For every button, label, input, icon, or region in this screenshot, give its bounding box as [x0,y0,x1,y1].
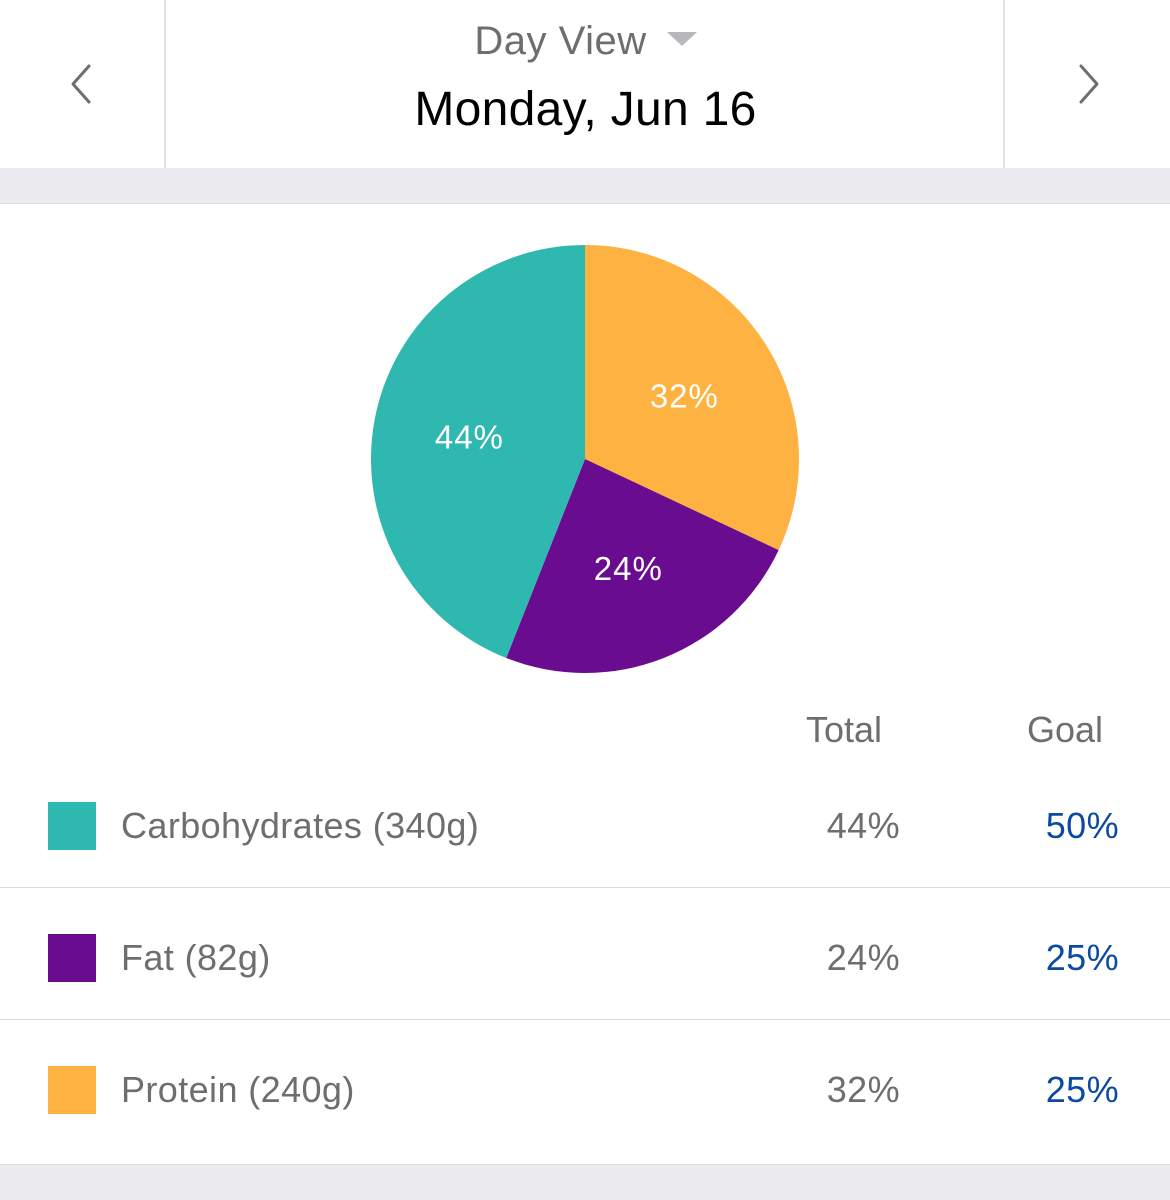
view-selector-dropdown[interactable]: Day View [168,16,1003,66]
previous-day-button[interactable] [0,0,166,168]
macro-pie-chart: 32% 24% 44% [0,204,1170,704]
pie-slice-carbohydrates [370,245,585,658]
date-title: Monday, Jun 16 [414,83,757,136]
chevron-right-icon [1079,64,1098,104]
macro-total: 24% [826,937,900,978]
caret-down-icon [666,32,697,46]
color-swatch-carbohydrates [48,802,96,850]
macro-goal[interactable]: 50% [1045,805,1119,846]
macro-row-fat: Fat (82g) 24% 25% [0,888,1170,1020]
macro-total: 44% [826,805,900,846]
next-day-button[interactable] [1003,0,1170,168]
macro-goal[interactable]: 25% [1045,1069,1119,1110]
pie-label-fat: 24% [594,550,663,587]
macro-label: Protein (240g) [121,1069,355,1110]
macro-row-carbohydrates: Carbohydrates (340g) 44% 50% [0,756,1170,888]
pie-label-carbohydrates: 44% [435,418,504,455]
color-swatch-protein [48,1066,96,1114]
macro-goal[interactable]: 25% [1045,937,1119,978]
column-header-total: Total [806,709,883,750]
color-swatch-fat [48,934,96,982]
pie-slice-protein [585,245,799,551]
macro-label: Fat (82g) [121,937,271,978]
header-center: Day View Monday, Jun 16 [168,0,1003,168]
macro-label: Carbohydrates (340g) [121,805,480,846]
macro-total: 32% [826,1069,900,1110]
pie-chart-svg: 32% 24% 44% [370,245,799,673]
pie-slice-fat [506,459,779,673]
view-selector-label: Day View [474,18,647,63]
pie-label-protein: 32% [650,377,719,414]
macros-card: 32% 24% 44% Total Goal Carbohydrates (340g… [0,203,1170,1165]
chevron-left-icon [71,64,91,104]
column-header-goal: Goal [1027,709,1104,750]
date-header: Day View Monday, Jun 16 [0,0,1170,168]
macro-row-protein: Protein (240g) 32% 25% [0,1020,1170,1152]
